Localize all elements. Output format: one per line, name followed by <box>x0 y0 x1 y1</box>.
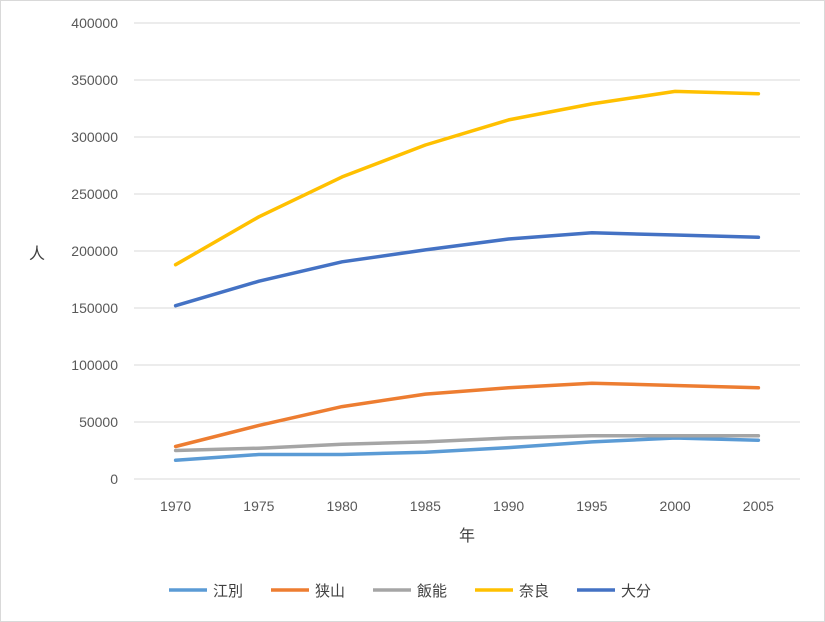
series-line-1 <box>173 381 761 449</box>
series-line-4 <box>173 231 761 308</box>
y-axis-title: 人 <box>29 244 45 263</box>
legend-label: 奈良 <box>519 582 549 600</box>
x-tick-label: 1980 <box>327 498 358 514</box>
legend-label: 狭山 <box>315 582 345 600</box>
y-axis-ticks: 0 50000 100000 150000 200000 250000 300000 3500… <box>71 15 118 487</box>
legend-item: 狭山 <box>271 582 345 600</box>
legend-item: 江別 <box>169 582 243 600</box>
y-tick-label: 50000 <box>79 414 118 430</box>
legend-item: 奈良 <box>475 582 549 600</box>
y-tick-label: 300000 <box>71 129 118 145</box>
x-tick-label: 1985 <box>410 498 441 514</box>
x-tick-label: 2005 <box>743 498 774 514</box>
legend-item: 大分 <box>577 582 651 600</box>
y-tick-label: 150000 <box>71 300 118 316</box>
x-tick-label: 1990 <box>493 498 524 514</box>
legend-label: 大分 <box>621 582 651 600</box>
y-tick-label: 250000 <box>71 186 118 202</box>
x-tick-label: 2000 <box>660 498 691 514</box>
legend-item: 飯能 <box>373 582 447 600</box>
series-lines <box>173 89 761 462</box>
x-axis-title: 年 <box>459 526 475 545</box>
y-tick-label: 350000 <box>71 72 118 88</box>
y-tick-label: 0 <box>110 471 118 487</box>
y-tick-label: 100000 <box>71 357 118 373</box>
series-line-2 <box>173 433 761 453</box>
legend-label: 飯能 <box>417 582 447 600</box>
series-line-0 <box>173 436 761 462</box>
y-tick-label: 400000 <box>71 15 118 31</box>
x-axis-ticks: 1970 1975 1980 1985 1990 1995 2000 2005 <box>160 498 774 514</box>
x-tick-label: 1970 <box>160 498 191 514</box>
y-tick-label: 200000 <box>71 243 118 259</box>
gridlines <box>134 22 800 480</box>
legend-label: 江別 <box>213 582 243 600</box>
x-tick-label: 1975 <box>243 498 274 514</box>
x-tick-label: 1995 <box>576 498 607 514</box>
series-line-3 <box>173 89 761 267</box>
legend: 江別 狭山 飯能 奈良 大分 <box>169 582 651 600</box>
